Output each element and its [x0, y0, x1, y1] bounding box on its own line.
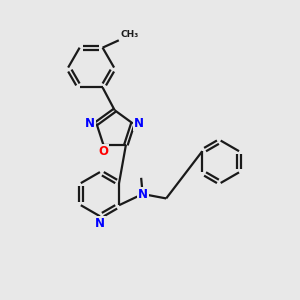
Text: CH₃: CH₃ — [120, 30, 139, 39]
Text: N: N — [85, 117, 95, 130]
Text: N: N — [134, 117, 144, 130]
Text: O: O — [98, 145, 108, 158]
Text: N: N — [138, 188, 148, 200]
Text: N: N — [95, 217, 105, 230]
